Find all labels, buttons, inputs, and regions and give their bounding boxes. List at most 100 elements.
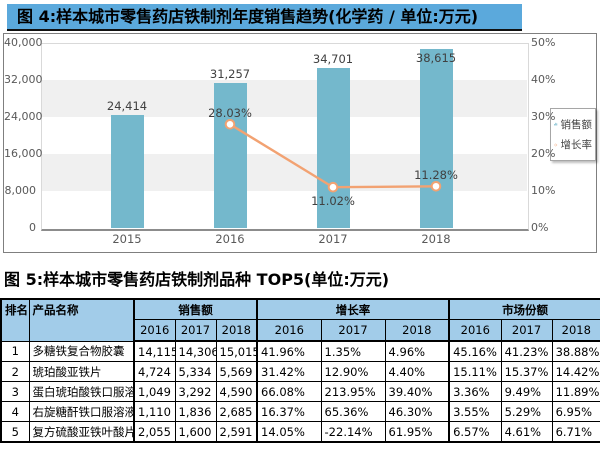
diamond-marker-icon	[554, 143, 558, 147]
value-cell: 4.61%	[500, 421, 553, 443]
value-cell: 14.42%	[551, 361, 600, 382]
left-axis-tick: 40,000	[4, 36, 43, 49]
value-cell: -22.14%	[320, 421, 386, 443]
growth-value-label: 11.02%	[311, 194, 355, 209]
year-header-cell: 2016	[448, 319, 502, 342]
left-axis-tick: 24,000	[4, 110, 43, 123]
value-cell: 15.37%	[500, 361, 553, 382]
x-axis-label: 2018	[421, 232, 451, 246]
left-axis-tick: 8,000	[4, 184, 37, 197]
value-cell: 213.95%	[320, 381, 386, 402]
table-row: 4 右旋糖酐铁口服溶液 1,110 1,836 2,685 16.37% 65.36% 46.…	[0, 401, 600, 422]
value-cell: 4,590	[215, 381, 258, 402]
year-header-cell: 2017	[174, 319, 217, 342]
value-cell: 39.40%	[384, 381, 450, 402]
left-axis-tick: 0	[29, 221, 36, 234]
value-cell: 46.30%	[384, 401, 450, 422]
value-cell: 14.05%	[256, 421, 322, 443]
growth-value-label: 11.28%	[414, 168, 458, 183]
value-cell: 38.88%	[551, 340, 600, 362]
right-axis-tick: 20%	[531, 147, 556, 160]
figure5-title: 图 5:样本城市零售药店铁制剂品种 TOP5(单位:万元)	[4, 270, 390, 289]
rank-cell: 4	[0, 401, 30, 422]
right-axis-tick: 50%	[531, 36, 556, 49]
year-header-cell: 2018	[551, 319, 600, 342]
value-cell: 1.35%	[320, 340, 386, 362]
sales-bar	[317, 67, 350, 228]
value-cell: 14,306	[174, 340, 217, 362]
bar-value-label: 38,615	[415, 51, 457, 66]
right-axis-tick: 10%	[531, 184, 556, 197]
sales-bar	[214, 83, 247, 228]
legend-label-growth: 增长率	[560, 139, 593, 152]
left-axis-tick: 16,000	[4, 147, 43, 160]
legend-label-sales: 销售额	[560, 118, 593, 131]
growth-line-marker	[327, 181, 339, 193]
value-cell: 15,015	[215, 340, 258, 362]
table-row: 5 复方硫酸亚铁叶酸片 2,055 1,600 2,591 14.05% -22.14% 61…	[0, 421, 600, 443]
product-cell: 复方硫酸亚铁叶酸片	[28, 421, 135, 443]
year-header-cell: 2016	[133, 319, 176, 342]
rank-cell: 3	[0, 381, 30, 402]
value-cell: 4.96%	[384, 340, 450, 362]
bar-value-label: 34,701	[312, 51, 354, 66]
figure4-chart: 销售额 增长率 0 8,000 16,000 24,000 32,000 40,000 0%…	[3, 33, 597, 253]
growth-value-label: 28.03%	[208, 106, 252, 121]
value-cell: 6.71%	[551, 421, 600, 443]
value-cell: 12.90%	[320, 361, 386, 382]
value-cell: 1,049	[133, 381, 176, 402]
mini-bar-chart-icon	[554, 122, 558, 126]
value-cell: 5,334	[174, 361, 217, 382]
value-cell: 41.96%	[256, 340, 322, 362]
value-cell: 14,115	[133, 340, 176, 362]
growth-group-header: 增长率	[256, 298, 450, 320]
value-cell: 2,055	[133, 421, 176, 443]
bar-value-label: 24,414	[106, 99, 148, 114]
value-cell: 66.08%	[256, 381, 322, 402]
bar-value-label: 31,257	[209, 67, 251, 82]
value-cell: 41.23%	[500, 340, 553, 362]
product-header: 产品名称	[28, 298, 135, 342]
year-header-cell: 2017	[500, 319, 553, 342]
x-axis-label: 2017	[318, 232, 348, 246]
right-axis-tick: 40%	[531, 73, 556, 86]
value-cell: 6.95%	[551, 401, 600, 422]
share-group-header: 市场份额	[448, 298, 600, 320]
legend-item-growth: 增长率	[554, 137, 592, 152]
value-cell: 2,685	[215, 401, 258, 422]
rank-cell: 1	[0, 340, 30, 362]
value-cell: 3.36%	[448, 381, 502, 402]
sales-bar	[420, 49, 453, 228]
x-axis-label: 2016	[215, 232, 245, 246]
rank-header: 排名	[0, 298, 30, 342]
x-axis-label: 2015	[112, 232, 142, 246]
top5-table: 排名 产品名称 销售额 增长率 市场份额 2016 2017 2018 2016 201…	[0, 298, 600, 443]
growth-line	[224, 118, 442, 193]
value-cell: 1,836	[174, 401, 217, 422]
table-row: 3蛋白琥珀酸铁口服溶液1,0493,2924,59066.08%213.95%3…	[0, 381, 600, 402]
right-axis-tick: 30%	[531, 110, 556, 123]
value-cell: 1,110	[133, 401, 176, 422]
table-row: 2 琥珀酸亚铁片 4,724 5,334 5,569 31.42% 12.90% 4.40% 1…	[0, 361, 600, 382]
value-cell: 16.37%	[256, 401, 322, 422]
year-header-cell: 2016	[256, 319, 322, 342]
value-cell: 61.95%	[384, 421, 450, 443]
value-cell: 31.42%	[256, 361, 322, 382]
value-cell: 4,724	[133, 361, 176, 382]
year-header-cell: 2017	[320, 319, 386, 342]
table-group-header-row: 排名 产品名称 销售额 增长率 市场份额	[0, 298, 600, 342]
product-cell: 右旋糖酐铁口服溶液	[28, 401, 135, 422]
value-cell: 1,600	[174, 421, 217, 443]
value-cell: 2,591	[215, 421, 258, 443]
value-cell: 6.57%	[448, 421, 502, 443]
value-cell: 65.36%	[320, 401, 386, 422]
product-cell: 琥珀酸亚铁片	[28, 361, 135, 382]
value-cell: 45.16%	[448, 340, 502, 362]
product-cell: 多糖铁复合物胶囊	[28, 340, 135, 362]
value-cell: 15.11%	[448, 361, 502, 382]
rank-cell: 5	[0, 421, 30, 443]
year-header-cell: 2018	[384, 319, 450, 342]
left-axis-tick: 32,000	[4, 73, 43, 86]
figure4-title: 图 4:样本城市零售药店铁制剂年度销售趋势(化学药 / 单位:万元)	[7, 4, 522, 31]
year-header-cell: 2018	[215, 319, 258, 342]
